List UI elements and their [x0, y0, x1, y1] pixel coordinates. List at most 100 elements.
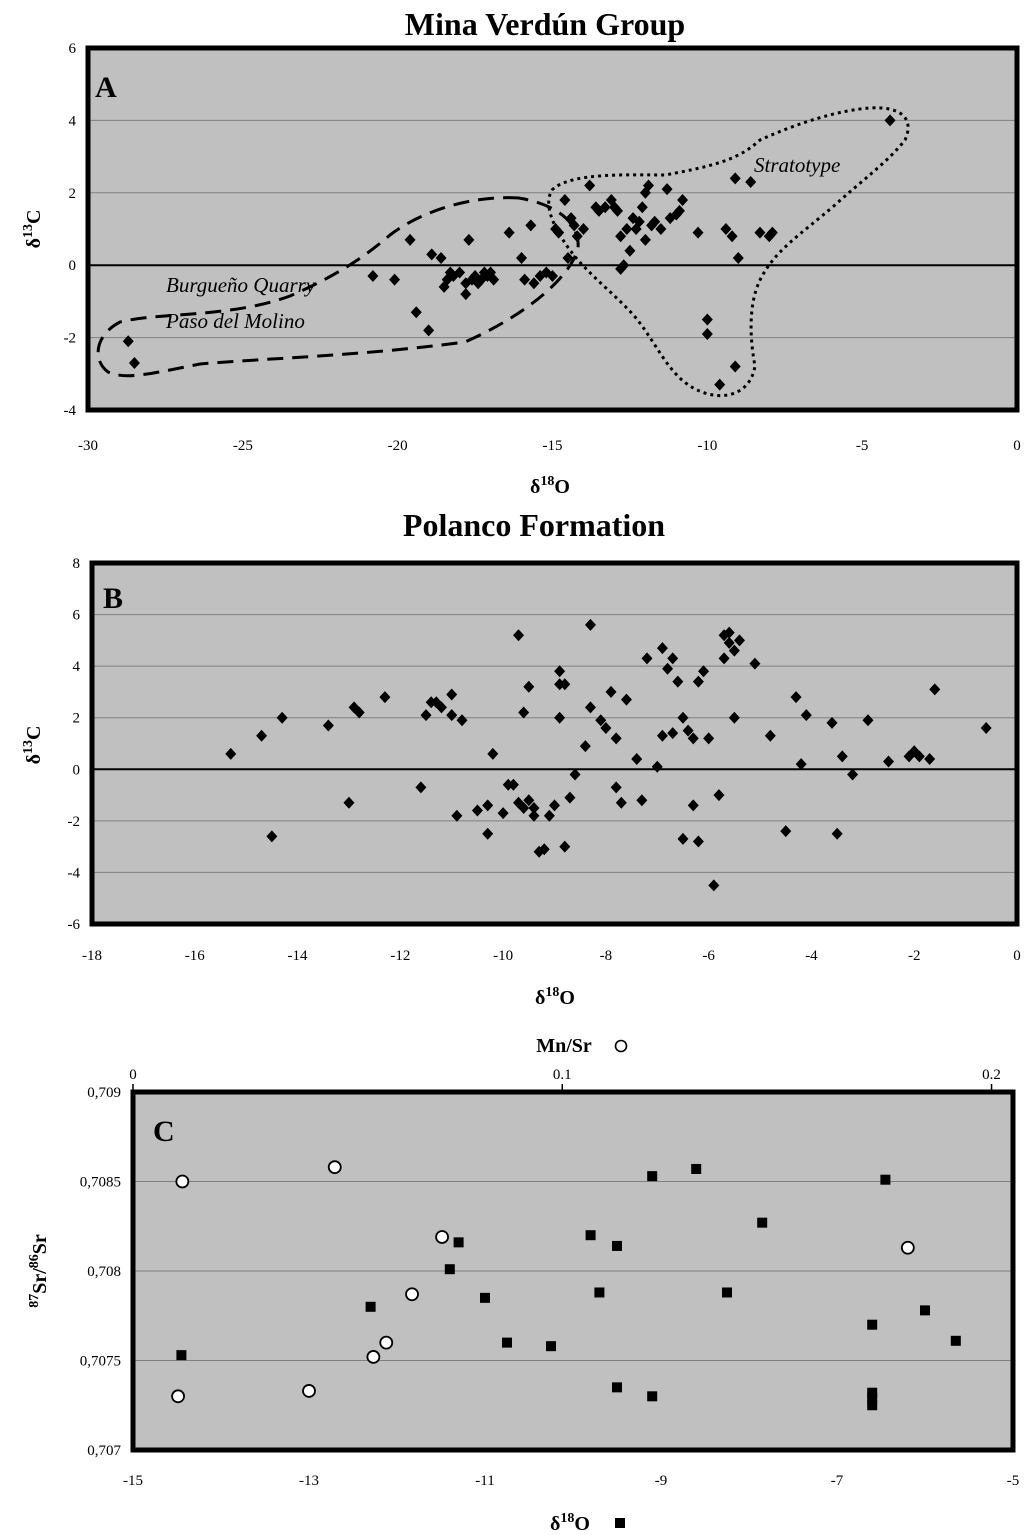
b-data-point	[538, 843, 550, 856]
b-data-point	[256, 729, 268, 742]
a-data-point	[884, 114, 896, 127]
c-sr-vs-mnsr-point	[435, 1230, 449, 1244]
annotation-paso-del-molino: Paso del Molino	[165, 309, 305, 333]
c-sr-vs-o18-point	[867, 1393, 878, 1404]
a-data-point	[766, 226, 778, 239]
b-data-point	[924, 752, 936, 765]
c-sr-vs-o18-point	[950, 1335, 961, 1346]
c-sr-vs-mnsr-point	[171, 1389, 185, 1404]
a-x-tick-label: -5	[856, 438, 869, 454]
b-x-tick-label: -18	[82, 948, 102, 964]
a-data-point	[423, 324, 435, 337]
b-y-tick-label: 2	[73, 711, 81, 727]
panel-c: Mn/Sr 0 0.1 0.2 C -15 -13 -11 -9 -7 -5 0,7070,7…	[27, 1035, 1019, 1535]
a-data-point	[636, 201, 648, 214]
b-data-point	[518, 706, 530, 719]
panel-a-y-ticks: -4 -2 0 2 4 6	[64, 41, 77, 419]
a-data-point	[621, 223, 633, 235]
a-data-point	[726, 230, 738, 243]
b-data-point	[795, 758, 807, 771]
c-sr-vs-o18-point	[453, 1237, 464, 1248]
panel-b-y-ticks: -6 -4 -2 0 2 4 6 8	[68, 556, 81, 933]
b-data-point	[379, 691, 391, 704]
c-sr-vs-o18-point	[585, 1230, 596, 1241]
c-sr-vs-mnsr-point	[900, 1240, 915, 1255]
panel-a-x-label: δ18O	[530, 474, 570, 498]
a-data-point	[577, 223, 589, 235]
panel-c-frame	[130, 1089, 1016, 1453]
a-data-point	[677, 194, 689, 207]
b-data-point	[713, 789, 725, 802]
a-data-point	[714, 378, 726, 391]
b-data-point	[528, 809, 540, 822]
b-data-point	[703, 732, 715, 745]
b-data-point	[554, 711, 566, 724]
c-x2-tick-label: 0	[129, 1067, 137, 1083]
panel-c-y-ticks: 0,707 0,7075 0,708 0,7085 0,709	[80, 1085, 122, 1459]
c-sr-vs-o18-point	[757, 1217, 768, 1228]
a-data-point	[435, 251, 447, 264]
b-data-point	[662, 662, 674, 675]
b-data-point	[543, 809, 555, 822]
b-data-point	[605, 685, 617, 698]
a-x-tick-label: -20	[388, 438, 408, 454]
b-data-point	[225, 747, 237, 760]
panel-a-x-ticks: -30 -25 -20 -15 -10 -5 0	[78, 438, 1021, 454]
c-sr-vs-o18-point	[920, 1305, 930, 1316]
a-data-point	[128, 356, 140, 369]
a-data-point	[367, 270, 379, 283]
b-y-tick-label: 4	[73, 659, 81, 675]
b-data-point	[913, 750, 925, 763]
a-data-point	[745, 175, 757, 188]
a-data-point	[639, 233, 651, 246]
c-sr-vs-mnsr-point	[175, 1174, 190, 1189]
b-data-point	[692, 675, 704, 688]
b-y-tick-label: 8	[73, 556, 81, 572]
b-data-point	[656, 729, 668, 742]
panel-c-y-label: 87Sr/86Sr	[27, 1234, 51, 1308]
b-data-point	[723, 626, 735, 639]
a-data-point	[488, 273, 500, 286]
panel-a: Mina Verdún Group A Stratotype Burgueño …	[21, 6, 1021, 498]
b-data-point	[420, 709, 432, 722]
b-data-point	[415, 781, 427, 794]
b-data-point	[651, 760, 663, 773]
b-data-point	[523, 680, 535, 693]
b-x-tick-label: -6	[702, 948, 715, 964]
c-sr-vs-mnsr-point	[327, 1160, 342, 1175]
b-data-point	[579, 740, 591, 753]
b-data-point	[615, 796, 627, 809]
b-y-tick-label: -2	[68, 814, 81, 830]
b-data-point	[523, 794, 535, 807]
b-data-point	[862, 714, 874, 727]
b-data-point	[600, 722, 612, 735]
a-data-point	[661, 183, 673, 196]
c-y-tick-label: 0,708	[87, 1264, 121, 1280]
a-y-tick-label: 0	[69, 258, 77, 274]
b-data-point	[672, 675, 684, 688]
c-sr-vs-o18-point	[867, 1387, 878, 1398]
b-data-point	[554, 665, 566, 678]
panel-a-burgueno-outline	[96, 196, 580, 378]
a-y-tick-label: 6	[69, 41, 77, 57]
b-data-point	[641, 652, 653, 665]
b-data-point	[584, 618, 596, 631]
c-sr-vs-o18-point	[365, 1301, 376, 1312]
c-sr-vs-o18-point	[691, 1163, 702, 1174]
a-y-tick-label: -4	[64, 403, 77, 419]
b-data-point	[631, 752, 643, 765]
b-data-point	[636, 794, 648, 807]
b-data-point	[708, 879, 720, 892]
b-data-point	[836, 750, 848, 763]
a-data-point	[584, 179, 596, 192]
b-data-point	[497, 807, 509, 820]
panel-a-points	[122, 114, 896, 391]
b-data-point	[451, 809, 463, 822]
panel-a-title: Mina Verdún Group	[405, 6, 685, 42]
b-x-tick-label: -2	[908, 948, 921, 964]
b-data-point	[266, 830, 278, 843]
b-data-point	[549, 799, 560, 812]
panel-a-letter: A	[95, 71, 117, 104]
c-sr-vs-o18-point	[502, 1337, 512, 1348]
